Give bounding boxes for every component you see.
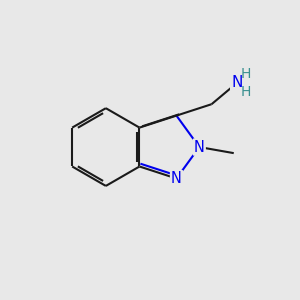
Text: N: N: [171, 171, 182, 186]
Text: H: H: [241, 67, 251, 80]
Text: H: H: [241, 85, 251, 99]
Text: N: N: [231, 76, 243, 91]
Text: N: N: [194, 140, 205, 154]
